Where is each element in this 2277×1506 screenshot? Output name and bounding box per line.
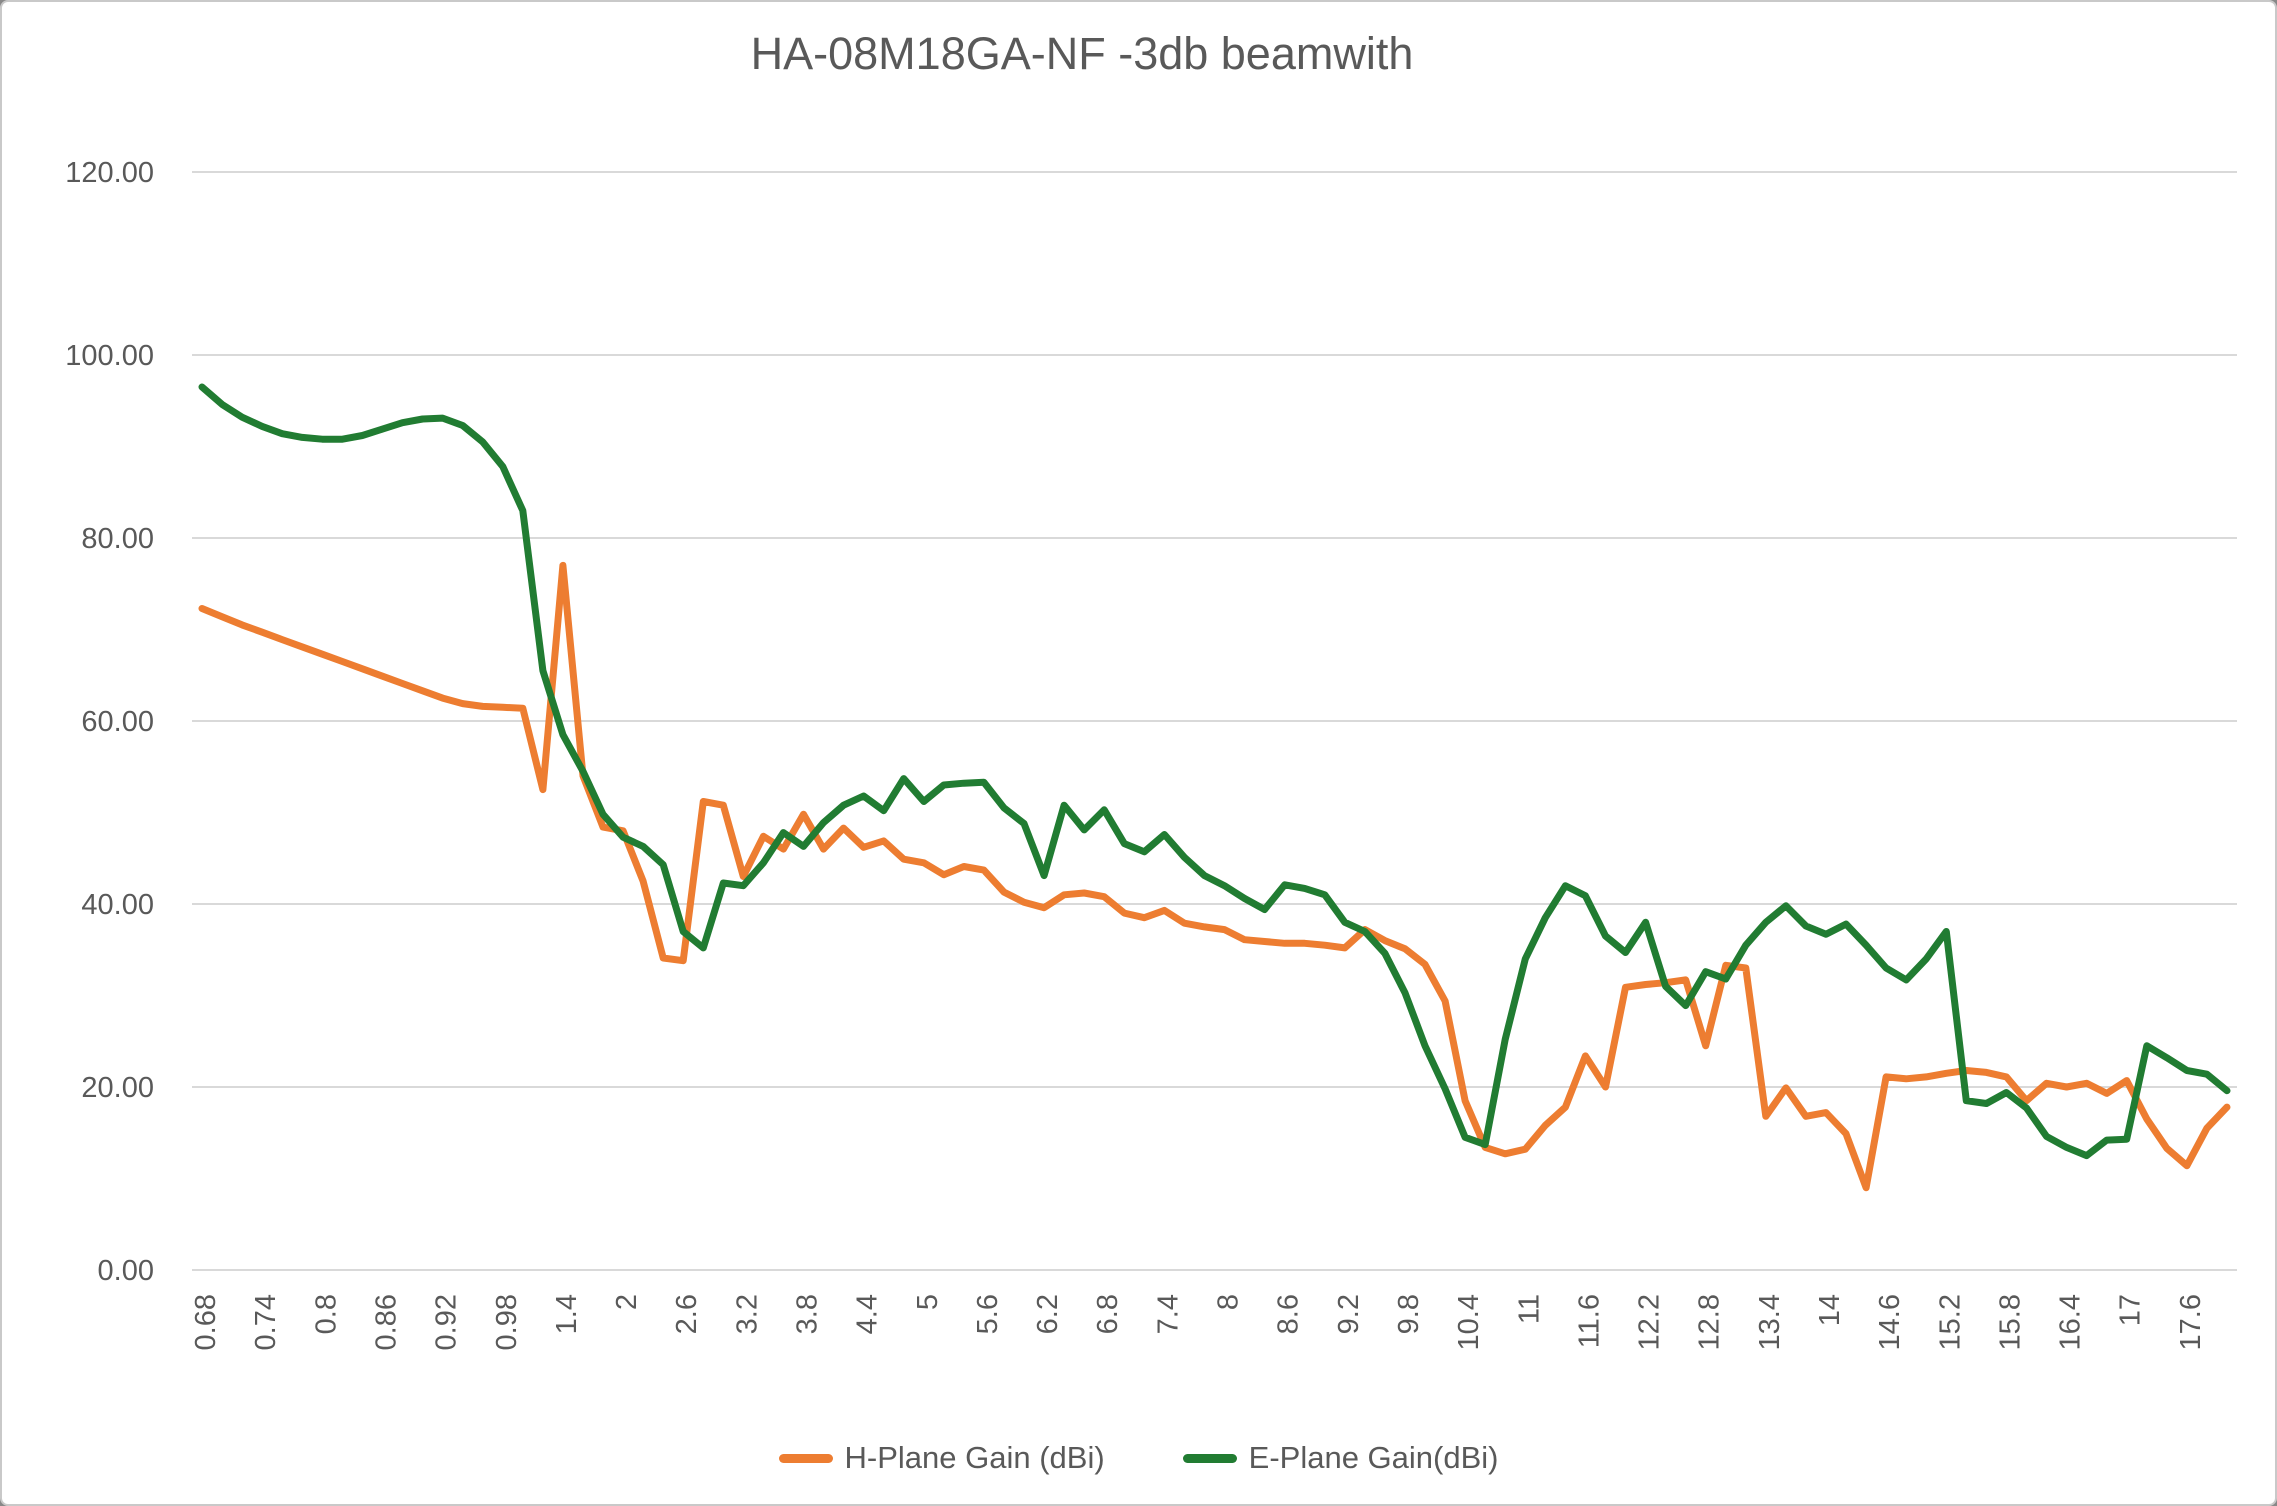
x-axis-tick-label: 3.2 xyxy=(731,1294,763,1334)
x-axis-tick-label: 0.74 xyxy=(250,1294,282,1350)
legend-item-e-plane: E-Plane Gain(dBi) xyxy=(1182,1440,1499,1476)
y-axis-tick-label: 120.00 xyxy=(65,157,154,189)
x-axis-tick-label: 4.4 xyxy=(852,1294,884,1334)
x-axis-tick-label: 17.6 xyxy=(2175,1294,2207,1350)
x-axis-tick-label: 8.6 xyxy=(1273,1294,1305,1334)
x-axis-tick-label: 9.2 xyxy=(1333,1294,1365,1334)
x-axis-tick-label: 0.68 xyxy=(190,1294,222,1350)
chart-title: HA-08M18GA-NF -3db beamwith xyxy=(750,28,1414,79)
x-axis-tick-label: 0.8 xyxy=(310,1294,342,1334)
y-axis-tick-label: 80.00 xyxy=(81,523,154,555)
x-axis-tick-label: 9.8 xyxy=(1393,1294,1425,1334)
x-axis-tick-label: 1.4 xyxy=(551,1294,583,1334)
x-axis-tick-label: 5.6 xyxy=(972,1294,1004,1334)
legend-item-h-plane: H-Plane Gain (dBi) xyxy=(778,1440,1105,1476)
legend-label-h-plane: H-Plane Gain (dBi) xyxy=(844,1440,1105,1475)
x-axis-tick-label: 6.2 xyxy=(1032,1294,1064,1334)
x-axis-tick-label: 0.98 xyxy=(491,1294,523,1350)
x-axis-tick-label: 14.6 xyxy=(1874,1294,1906,1350)
x-axis-tick-label: 17 xyxy=(2115,1294,2147,1326)
x-axis-tick-label: 2.6 xyxy=(671,1294,703,1334)
x-axis-tick-label: 0.86 xyxy=(370,1294,402,1350)
x-axis-tick-label: 14 xyxy=(1814,1294,1846,1326)
h-plane-line-swatch-icon xyxy=(778,1453,833,1463)
x-axis-tick-label: 10.4 xyxy=(1453,1294,1485,1350)
e-plane-line-swatch-icon xyxy=(1182,1453,1237,1463)
x-axis-tick-label: 11 xyxy=(1513,1294,1545,1324)
x-axis-tick-label: 3.8 xyxy=(791,1294,823,1334)
y-axis-tick-label: 20.00 xyxy=(81,1072,154,1104)
y-axis-tick-label: 60.00 xyxy=(81,706,154,738)
y-axis-tick-label: 0.00 xyxy=(98,1255,154,1287)
x-axis-tick-label: 0.92 xyxy=(431,1294,463,1350)
x-axis-tick-label: 15.8 xyxy=(1994,1294,2026,1350)
x-axis-tick-label: 2 xyxy=(611,1294,643,1310)
legend-label-e-plane: E-Plane Gain(dBi) xyxy=(1248,1440,1499,1475)
x-axis-tick-label: 8 xyxy=(1213,1294,1245,1310)
series-line-h-plane xyxy=(198,561,2231,1192)
x-axis-tick-label: 11.6 xyxy=(1573,1294,1605,1348)
chart-legend: H-Plane Gain (dBi) E-Plane Gain(dBi) xyxy=(2,1440,2275,1476)
y-axis-tick-label: 40.00 xyxy=(81,889,154,921)
series-line-e-plane xyxy=(198,383,2231,1160)
x-axis-tick-label: 15.2 xyxy=(1934,1294,1966,1350)
x-axis-tick-label: 12.8 xyxy=(1694,1294,1726,1350)
x-axis-tick-label: 12.2 xyxy=(1634,1294,1666,1350)
x-axis-tick-label: 16.4 xyxy=(2055,1294,2087,1350)
x-axis-tick-label: 5 xyxy=(912,1294,944,1310)
x-axis-tick-label: 6.8 xyxy=(1092,1294,1124,1334)
y-axis-tick-label: 100.00 xyxy=(65,340,154,372)
x-axis-tick-label: 7.4 xyxy=(1152,1294,1184,1334)
x-axis-tick-label: 13.4 xyxy=(1754,1294,1786,1350)
